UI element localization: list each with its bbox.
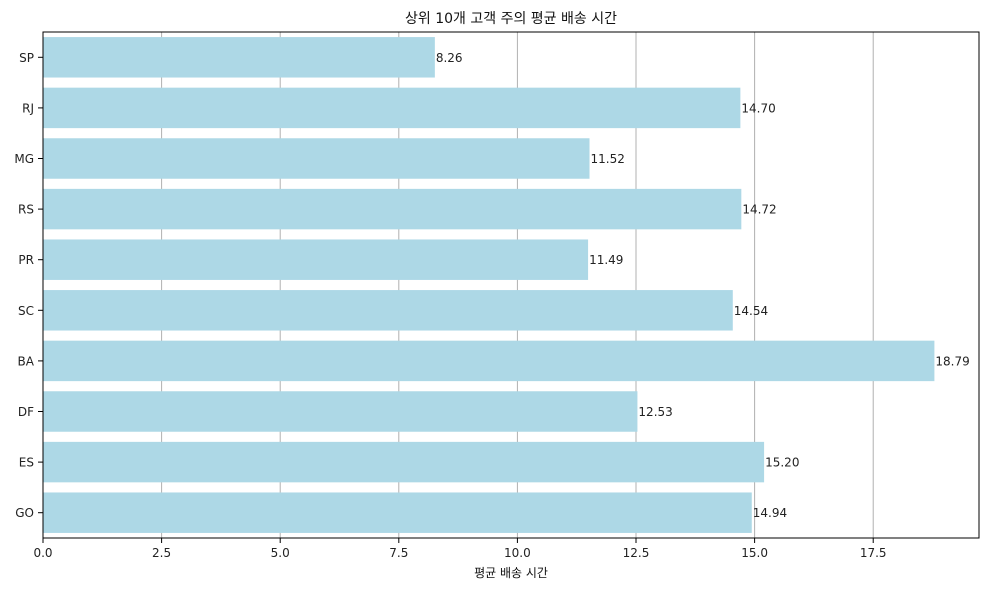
bar-value-label: 11.49 <box>589 253 623 267</box>
x-tick-label: 17.5 <box>860 546 887 560</box>
y-tick-label: MG <box>14 152 34 166</box>
bar-value-label: 11.52 <box>591 152 625 166</box>
bar-value-label: 12.53 <box>638 405 672 419</box>
y-tick-label: DF <box>18 405 34 419</box>
y-tick-label: ES <box>19 456 34 470</box>
value-labels: 8.26 14.70 11.52 14.72 11.49 14.54 18.79 12.53 1… <box>436 51 970 520</box>
y-tick-label: BA <box>18 354 35 368</box>
bar-value-label: 18.79 <box>935 354 969 368</box>
y-tick-label: SC <box>18 304 34 318</box>
bar <box>43 37 435 78</box>
bars <box>43 37 935 533</box>
x-tick-label: 5.0 <box>271 546 290 560</box>
x-tick-label: 7.5 <box>389 546 408 560</box>
x-tick-label: 2.5 <box>152 546 171 560</box>
bar <box>43 239 589 280</box>
bar <box>43 138 590 179</box>
bar-value-label: 14.94 <box>753 506 787 520</box>
bar-value-label: 14.72 <box>742 203 776 217</box>
chart-title: 상위 10개 고객 주의 평균 배송 시간 <box>405 11 617 27</box>
y-tick-label: RJ <box>22 101 34 115</box>
y-axis-ticks: SP RJ MG RS PR SC BA DF ES GO <box>14 51 43 520</box>
bar <box>43 391 638 432</box>
bar-value-label: 14.70 <box>741 101 775 115</box>
bar-value-label: 15.20 <box>765 456 799 470</box>
y-tick-label: SP <box>19 51 34 65</box>
x-tick-label: 0.0 <box>33 546 52 560</box>
bar <box>43 290 733 331</box>
bar-value-label: 8.26 <box>436 51 463 65</box>
x-tick-label: 12.5 <box>623 546 650 560</box>
bar <box>43 340 935 382</box>
y-tick-label: GO <box>15 506 34 520</box>
bar <box>43 188 742 230</box>
y-tick-label: PR <box>18 253 34 267</box>
x-tick-label: 15.0 <box>741 546 768 560</box>
x-axis-title: 평균 배송 시간 <box>474 566 548 580</box>
plot-frame <box>42 31 980 539</box>
bar-value-label: 14.54 <box>734 304 768 318</box>
bar <box>43 87 741 129</box>
x-axis-ticks: 0.0 2.5 5.0 7.5 10.0 12.5 15.0 17.5 <box>33 538 887 560</box>
y-tick-label: RS <box>18 203 34 217</box>
x-tick-label: 10.0 <box>504 546 531 560</box>
bar <box>43 441 765 483</box>
bar <box>43 492 752 533</box>
